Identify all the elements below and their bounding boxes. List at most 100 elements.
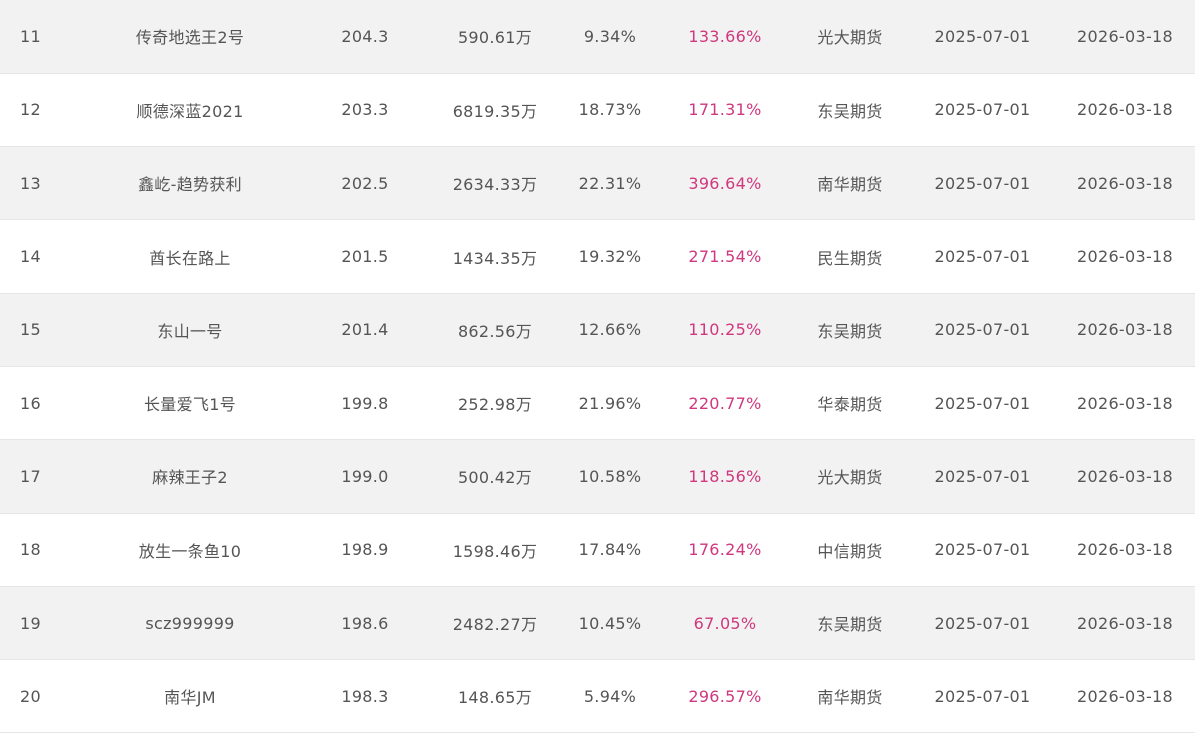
equity-cell: 1434.35万 [430, 219, 560, 294]
table-row[interactable]: 15 东山一号 201.4 862.56万 12.66% 110.25% 东吴期货 2025-… [0, 293, 1195, 367]
score-cell: 204.3 [300, 0, 430, 74]
account-name-link[interactable]: 南华JM [80, 659, 300, 733]
start-date-cell: 2025-07-01 [910, 219, 1055, 294]
broker-cell: 东吴期货 [790, 73, 910, 148]
score-cell: 198.3 [300, 659, 430, 733]
start-date-cell: 2025-07-01 [910, 73, 1055, 148]
drawdown-cell: 5.94% [560, 659, 660, 733]
drawdown-cell: 21.96% [560, 366, 660, 441]
rank-cell: 17 [0, 439, 80, 514]
rank-cell: 12 [0, 73, 80, 148]
start-date-cell: 2025-07-01 [910, 0, 1055, 74]
equity-cell: 2634.33万 [430, 146, 560, 221]
table-row[interactable]: 19 scz999999 198.6 2482.27万 10.45% 67.05% 东吴期货… [0, 586, 1195, 661]
equity-cell: 2482.27万 [430, 586, 560, 661]
score-cell: 202.5 [300, 146, 430, 221]
table-row[interactable]: 13 鑫屹-趋势获利 202.5 2634.33万 22.31% 396.64% 南华期货 2… [0, 146, 1195, 221]
end-date-cell: 2026-03-18 [1055, 439, 1195, 514]
account-name-link[interactable]: 顺德深蓝2021 [80, 73, 300, 148]
account-name-link[interactable]: 放生一条鱼10 [80, 513, 300, 587]
drawdown-cell: 10.45% [560, 586, 660, 661]
broker-cell: 华泰期货 [790, 366, 910, 441]
return-cell: 133.66% [660, 0, 790, 74]
table-row[interactable]: 11 传奇地选王2号 204.3 590.61万 9.34% 133.66% 光大期货 202… [0, 0, 1195, 74]
rank-cell: 18 [0, 513, 80, 587]
account-name-link[interactable]: 鑫屹-趋势获利 [80, 146, 300, 221]
table-row[interactable]: 18 放生一条鱼10 198.9 1598.46万 17.84% 176.24% 中信期货 2… [0, 513, 1195, 587]
broker-cell: 东吴期货 [790, 586, 910, 661]
drawdown-cell: 12.66% [560, 293, 660, 367]
rank-cell: 19 [0, 586, 80, 661]
start-date-cell: 2025-07-01 [910, 293, 1055, 367]
return-cell: 110.25% [660, 293, 790, 367]
broker-cell: 光大期货 [790, 439, 910, 514]
table-row[interactable]: 14 酋长在路上 201.5 1434.35万 19.32% 271.54% 民生期货 202… [0, 219, 1195, 294]
return-cell: 67.05% [660, 586, 790, 661]
rank-cell: 14 [0, 219, 80, 294]
equity-cell: 148.65万 [430, 659, 560, 733]
score-cell: 199.0 [300, 439, 430, 514]
start-date-cell: 2025-07-01 [910, 659, 1055, 733]
drawdown-cell: 17.84% [560, 513, 660, 587]
table-row[interactable]: 16 长量爱飞1号 199.8 252.98万 21.96% 220.77% 华泰期货 202… [0, 366, 1195, 441]
end-date-cell: 2026-03-18 [1055, 586, 1195, 661]
broker-cell: 民生期货 [790, 219, 910, 294]
end-date-cell: 2026-03-18 [1055, 513, 1195, 587]
return-cell: 296.57% [660, 659, 790, 733]
account-name-link[interactable]: 酋长在路上 [80, 219, 300, 294]
end-date-cell: 2026-03-18 [1055, 0, 1195, 74]
return-cell: 171.31% [660, 73, 790, 148]
return-cell: 176.24% [660, 513, 790, 587]
equity-cell: 500.42万 [430, 439, 560, 514]
account-name-link[interactable]: 东山一号 [80, 293, 300, 367]
table-row[interactable]: 17 麻辣王子2 199.0 500.42万 10.58% 118.56% 光大期货 2025… [0, 439, 1195, 514]
broker-cell: 南华期货 [790, 146, 910, 221]
account-name-link[interactable]: 麻辣王子2 [80, 439, 300, 514]
table-row[interactable]: 12 顺德深蓝2021 203.3 6819.35万 18.73% 171.31% 东吴期货… [0, 73, 1195, 148]
account-name-link[interactable]: 传奇地选王2号 [80, 0, 300, 74]
score-cell: 201.4 [300, 293, 430, 367]
equity-cell: 590.61万 [430, 0, 560, 74]
score-cell: 203.3 [300, 73, 430, 148]
end-date-cell: 2026-03-18 [1055, 146, 1195, 221]
table-row[interactable]: 20 南华JM 198.3 148.65万 5.94% 296.57% 南华期货 2025-0… [0, 659, 1195, 733]
broker-cell: 南华期货 [790, 659, 910, 733]
score-cell: 199.8 [300, 366, 430, 441]
start-date-cell: 2025-07-01 [910, 439, 1055, 514]
rank-cell: 11 [0, 0, 80, 74]
broker-cell: 中信期货 [790, 513, 910, 587]
account-name-link[interactable]: 长量爱飞1号 [80, 366, 300, 441]
drawdown-cell: 18.73% [560, 73, 660, 148]
drawdown-cell: 22.31% [560, 146, 660, 221]
equity-cell: 6819.35万 [430, 73, 560, 148]
drawdown-cell: 19.32% [560, 219, 660, 294]
return-cell: 220.77% [660, 366, 790, 441]
drawdown-cell: 10.58% [560, 439, 660, 514]
end-date-cell: 2026-03-18 [1055, 366, 1195, 441]
rank-cell: 15 [0, 293, 80, 367]
return-cell: 271.54% [660, 219, 790, 294]
rank-cell: 13 [0, 146, 80, 221]
rank-cell: 16 [0, 366, 80, 441]
return-cell: 118.56% [660, 439, 790, 514]
end-date-cell: 2026-03-18 [1055, 293, 1195, 367]
start-date-cell: 2025-07-01 [910, 586, 1055, 661]
return-cell: 396.64% [660, 146, 790, 221]
drawdown-cell: 9.34% [560, 0, 660, 74]
equity-cell: 1598.46万 [430, 513, 560, 587]
end-date-cell: 2026-03-18 [1055, 219, 1195, 294]
score-cell: 198.9 [300, 513, 430, 587]
end-date-cell: 2026-03-18 [1055, 73, 1195, 148]
score-cell: 201.5 [300, 219, 430, 294]
start-date-cell: 2025-07-01 [910, 366, 1055, 441]
start-date-cell: 2025-07-01 [910, 513, 1055, 587]
equity-cell: 862.56万 [430, 293, 560, 367]
score-cell: 198.6 [300, 586, 430, 661]
account-name-link[interactable]: scz999999 [80, 586, 300, 661]
rank-cell: 20 [0, 659, 80, 733]
start-date-cell: 2025-07-01 [910, 146, 1055, 221]
end-date-cell: 2026-03-18 [1055, 659, 1195, 733]
broker-cell: 东吴期货 [790, 293, 910, 367]
